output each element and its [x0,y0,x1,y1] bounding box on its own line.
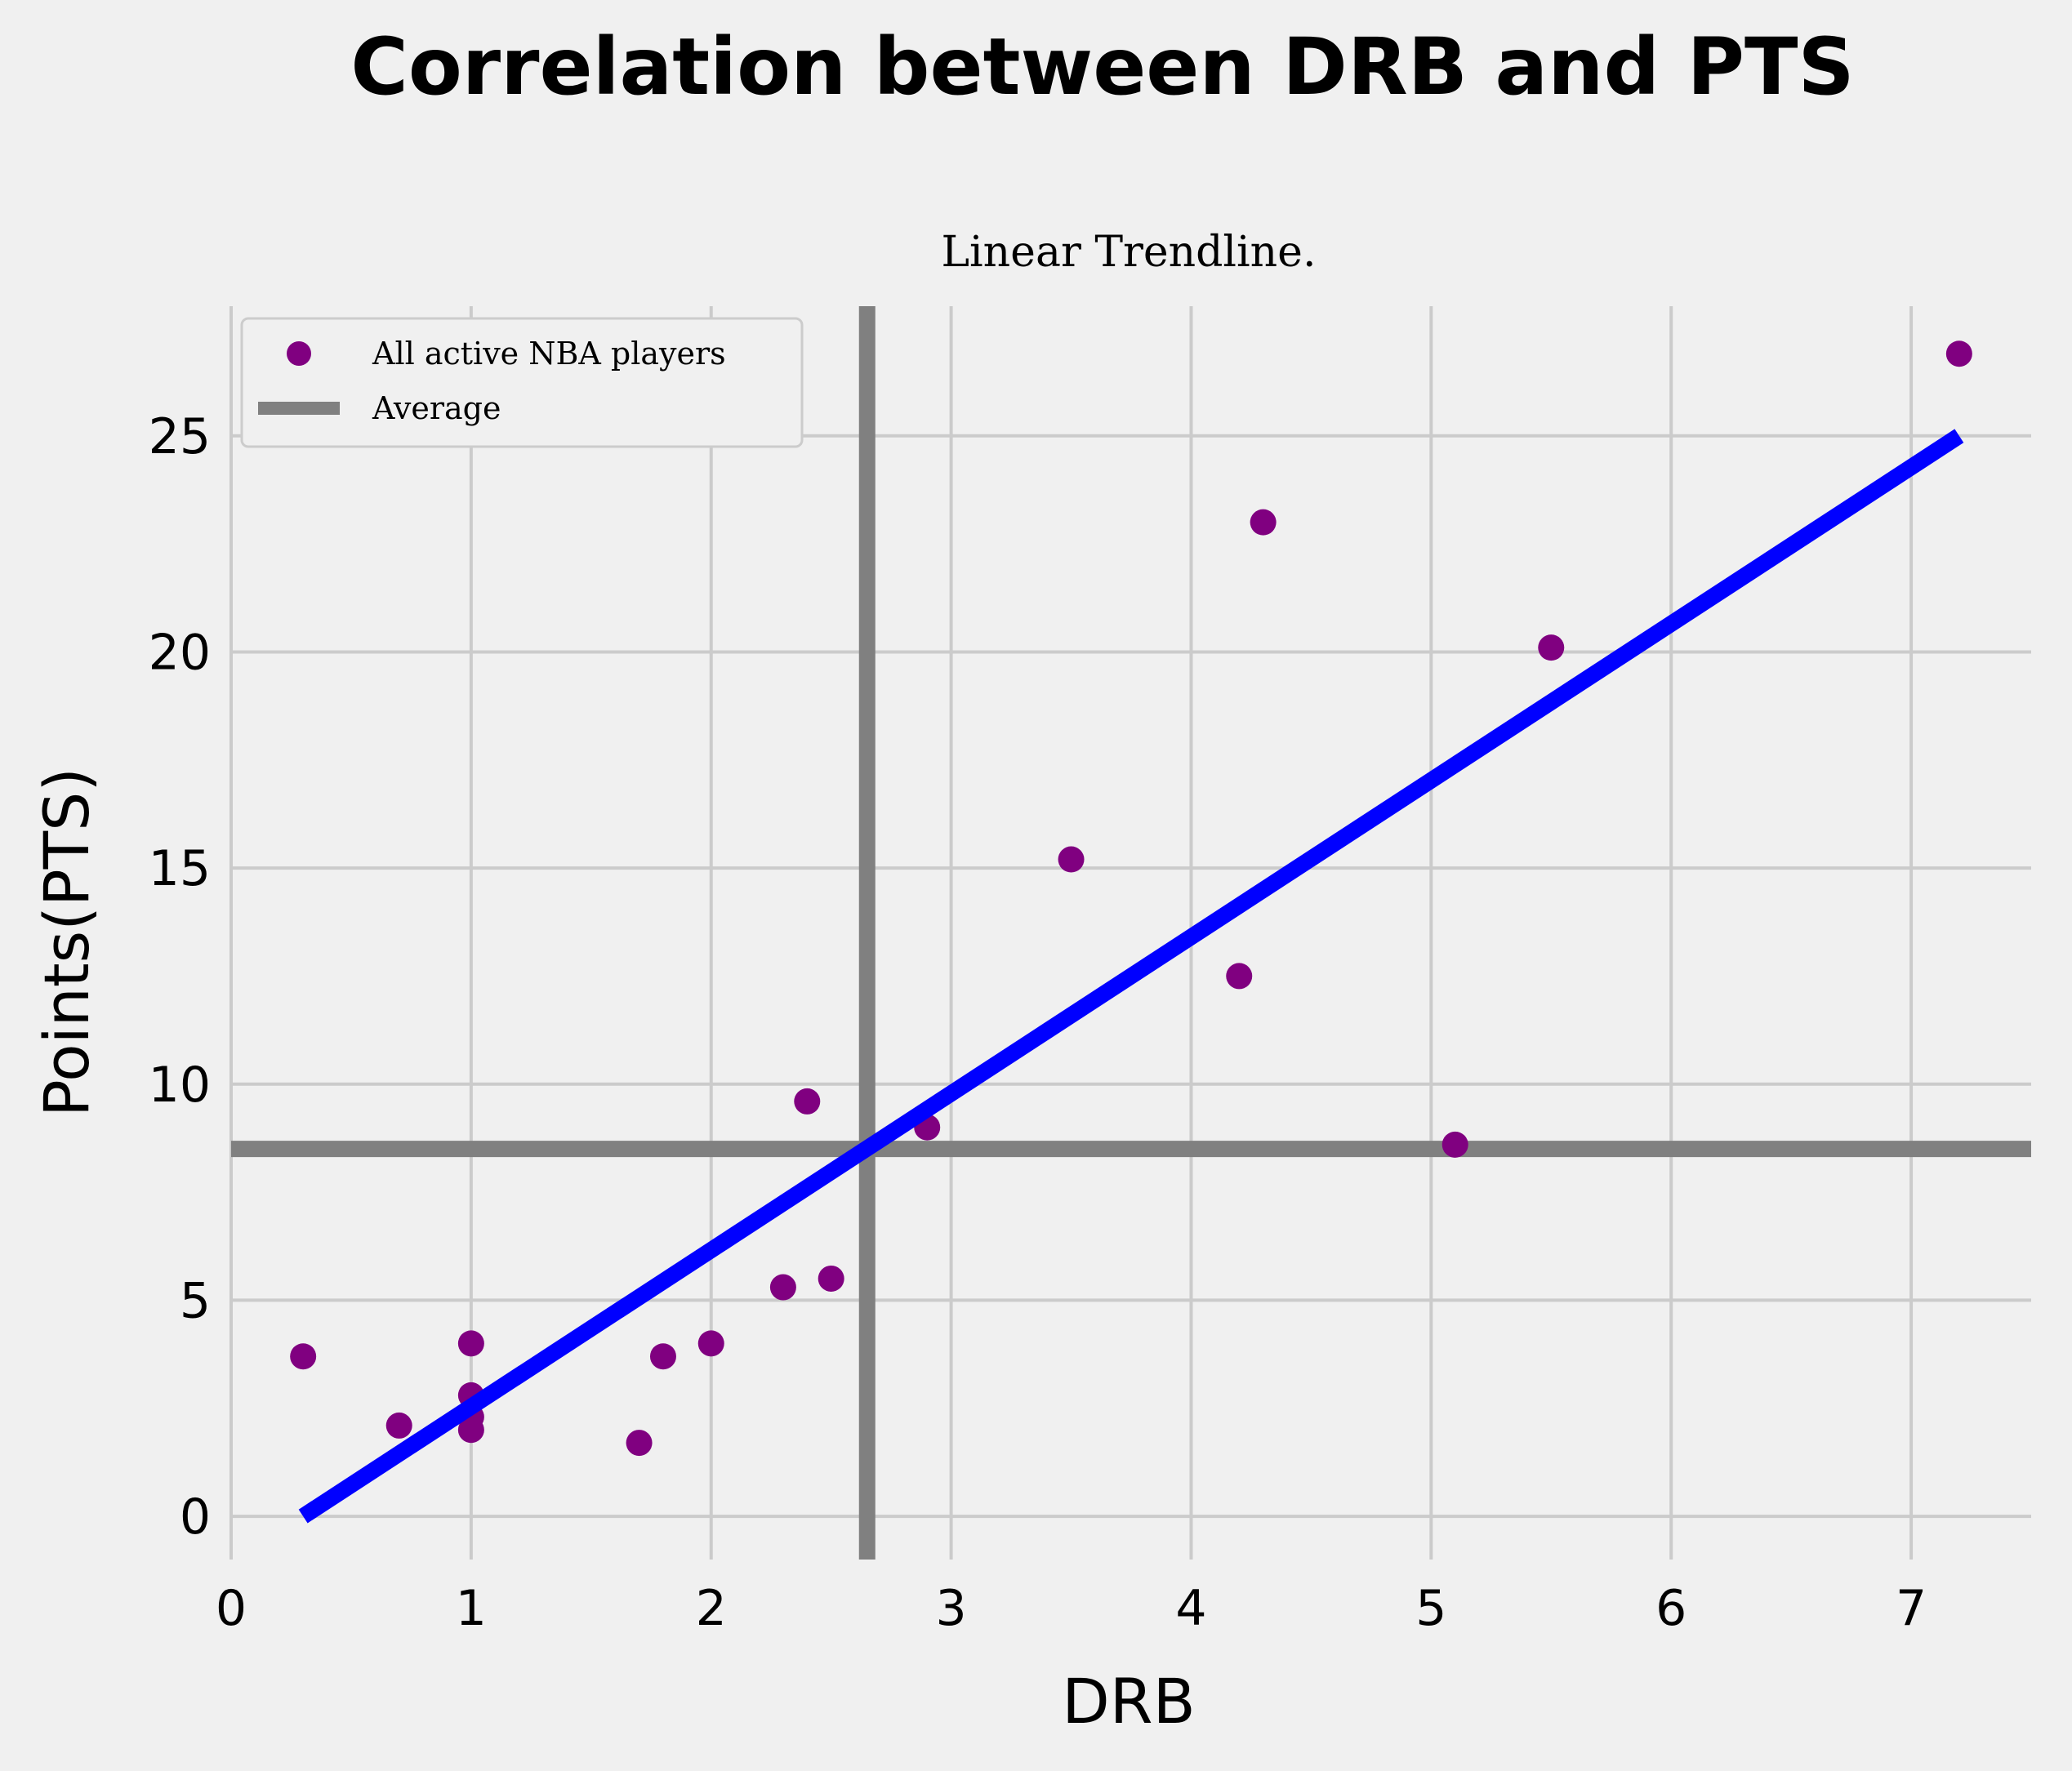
legend-label-players: All active NBA players [372,336,726,372]
chart-subtitle: Linear Trendline. [942,228,1317,277]
y-tick-label: 10 [149,1057,211,1114]
y-axis-label: Points(PTS) [30,768,103,1117]
x-tick-label: 5 [1415,1580,1446,1637]
x-tick-label: 2 [696,1580,727,1637]
scatter-point [626,1430,653,1457]
legend-label-average: Average [372,390,501,426]
scatter-point [457,1417,484,1444]
x-tick-label: 6 [1655,1580,1687,1637]
y-tick-label: 0 [180,1488,211,1546]
x-tick-label: 3 [936,1580,967,1637]
scatter-point [1441,1131,1468,1158]
scatter-point [794,1088,821,1115]
y-tick-label: 25 [149,408,211,465]
scatter-point [1058,846,1085,873]
trendline [298,429,1964,1524]
grid [229,306,2031,1560]
y-tick-label: 20 [149,624,211,681]
scatter-point [649,1343,676,1370]
x-tick-labels: 0 1 2 3 4 5 6 7 [216,1580,1927,1637]
x-axis-label: DRB [1062,1665,1195,1738]
scatter-point [290,1343,317,1370]
y-tick-label: 15 [149,840,211,897]
trendline-group [298,429,1964,1524]
x-tick-label: 7 [1896,1580,1927,1637]
scatter-point [818,1265,844,1292]
chart-title: Correlation between DRB and PTS [350,21,1854,113]
legend-box [240,317,804,448]
scatter-point [385,1412,412,1439]
scatter-point [1250,509,1277,536]
legend: All active NBA players Average [240,317,804,448]
average-lines [231,306,2031,1560]
x-tick-label: 4 [1175,1580,1206,1637]
x-tick-label: 0 [216,1580,247,1637]
scatter-point [697,1330,724,1357]
y-tick-labels: 0 5 10 15 20 25 [149,408,211,1546]
x-tick-label: 1 [456,1580,487,1637]
scatter-point [1945,340,1972,367]
scatter-point [769,1274,796,1301]
scatter-point [457,1330,484,1357]
legend-scatter-marker [287,341,311,366]
y-tick-label: 5 [180,1272,211,1329]
scatter-point [1226,963,1253,990]
scatter-point [1538,634,1565,661]
